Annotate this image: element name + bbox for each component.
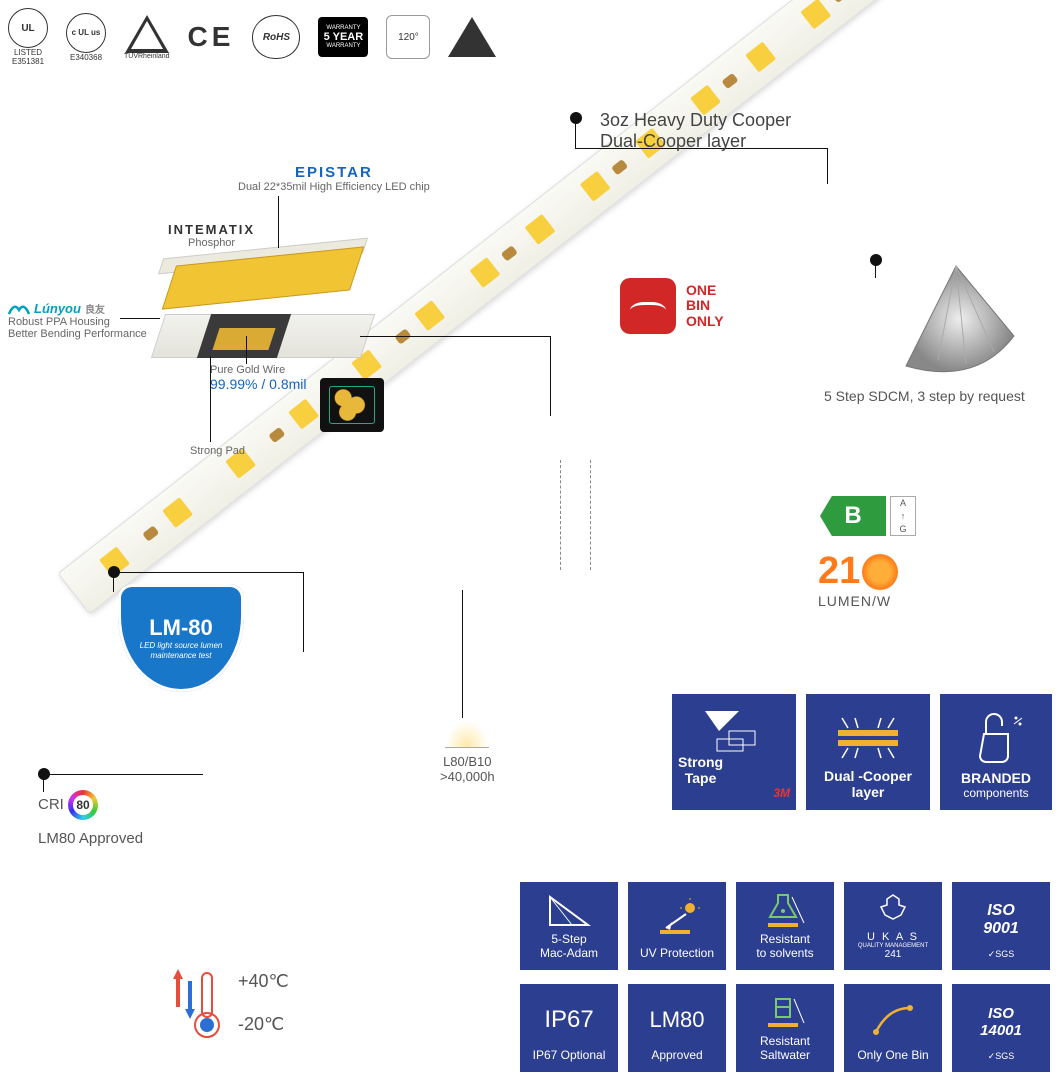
tile-ukas: U K A S QUALITY MANAGEMENT 241 (844, 882, 942, 970)
center-dash (560, 460, 561, 570)
led-chip (745, 42, 776, 73)
chip-cutaway (158, 248, 368, 358)
sdcm-cone (896, 256, 1016, 376)
cri-badge-icon: 80 (68, 790, 98, 820)
energy-class: B (820, 496, 886, 536)
solder-pad (142, 525, 159, 541)
temp-high: +40℃ (238, 960, 289, 1003)
cert-esd (448, 17, 496, 57)
tile-iso9001: ISO9001 ✓SGS (952, 882, 1050, 970)
lunyou-logo: Lúnyou 良友 (8, 300, 147, 316)
callout-strongpad: Strong Pad (190, 442, 245, 457)
lm80-shield: LM-80 LED light source lumen maintenance… (118, 584, 244, 692)
solder-pad (721, 73, 738, 89)
glow-icon (445, 720, 489, 748)
thermometer-icon (164, 963, 222, 1043)
cert-label: RoHS (252, 15, 300, 59)
tile-uv: UV Protection (628, 882, 726, 970)
led-chip (800, 0, 831, 29)
tile-solvents: Resistantto solvents (736, 882, 834, 970)
3m-badge: 3M (773, 786, 790, 800)
cert-beam-angle: 120° (386, 15, 430, 59)
led-chip (288, 399, 319, 430)
certification-row: UL LISTED E351381 c UL us E340368 TÜVRhe… (8, 8, 496, 66)
cert-code: E351381 (12, 57, 44, 66)
callout-sdcm-dot (870, 254, 882, 269)
one-bin-icon (620, 278, 676, 334)
cri-dot (38, 768, 50, 783)
callout-cooper (570, 112, 582, 127)
l80b10-block: L80/B10 >40,000h (440, 720, 495, 784)
cert-label: LISTED (14, 48, 42, 57)
tile-lm80: LM80 Approved (628, 984, 726, 1072)
angle-value: 120° (398, 32, 419, 43)
lumen-efficiency: 21 LUMEN/W (818, 550, 898, 609)
cert-rohs: RoHS (252, 15, 300, 59)
sdcm-label: 5 Step SDCM, 3 step by request (824, 388, 1025, 404)
one-bin-badge: ONE BIN ONLY (620, 278, 724, 334)
cri-block: CRI 80 LM80 Approved (38, 790, 143, 847)
tile-iso14001: ISO14001 ✓SGS (952, 984, 1050, 1072)
center-dash (590, 460, 591, 570)
solder-pad (268, 427, 285, 443)
cert-code: E340368 (70, 53, 102, 62)
energy-label: B A ↑ G (820, 496, 916, 536)
tile-onebin: Only One Bin (844, 984, 942, 1072)
temp-low: -20℃ (238, 1003, 289, 1046)
cert-cul-us: c UL us E340368 (66, 13, 106, 62)
cooper-text: 3oz Heavy Duty Cooper Dual-Cooper layer (600, 110, 791, 152)
lm80-dot (108, 566, 120, 581)
led-chip (525, 214, 556, 245)
callout-goldwire: Pure Gold Wire 99.99% / 0.8mil (210, 364, 307, 392)
led-chip (162, 497, 193, 528)
callout-epistar: EPISTAR Dual 22*35mil High Efficiency LE… (238, 164, 430, 193)
cert-label: CE (188, 21, 235, 53)
tile-saltwater: ResistantSaltwater (736, 984, 834, 1072)
tile-ip67: IP67 IP67 Optional (520, 984, 618, 1072)
tile-dual-cooper: Dual -Cooperlayer (806, 694, 930, 810)
callout-intematix: INTEMATIX Phosphor (168, 222, 255, 249)
tile-5step: 5-StepMac-Adam (520, 882, 618, 970)
solder-pad (611, 159, 628, 175)
gold-wire-image (320, 378, 384, 432)
cert-ce: CE (188, 21, 235, 53)
callout-lunyou: Lúnyou 良友 Robust PPA Housing Better Bend… (8, 300, 147, 340)
solder-pad (832, 0, 849, 3)
sun-icon (862, 554, 898, 590)
tile-branded: BRANDEDcomponents (940, 694, 1052, 810)
energy-scale: A ↑ G (890, 496, 916, 536)
cert-warranty: WARRANTY5 YEARWARRANTY (318, 17, 368, 57)
tile-strong-tape: StrongTape 3M (672, 694, 796, 810)
led-chip (580, 171, 611, 202)
led-chip (469, 257, 500, 288)
cert-label: TÜVRheinland (124, 53, 170, 60)
cert-tuv: TÜVRheinland (124, 15, 170, 60)
temperature-range: +40℃ -20℃ (164, 960, 289, 1046)
led-chip (414, 300, 445, 331)
solder-pad (501, 245, 518, 261)
cert-ul-listed: UL LISTED E351381 (8, 8, 48, 66)
